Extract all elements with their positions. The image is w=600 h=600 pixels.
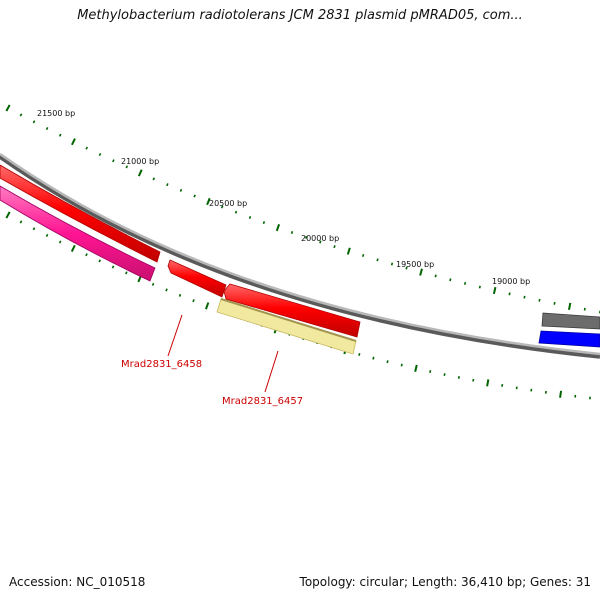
outer-ring-tick	[19, 113, 23, 117]
outer-ring-tick	[538, 298, 541, 302]
inner-ring-tick	[372, 356, 375, 360]
inner-ring-tick	[192, 299, 195, 303]
inner-ring-tick	[400, 363, 403, 367]
tick-label-20000: 20000 bp	[301, 234, 339, 243]
inner-ring-tick	[204, 302, 210, 310]
outer-ring-tick	[492, 286, 497, 295]
outer-ring-tick	[98, 152, 102, 157]
outer-ring-tick	[376, 258, 379, 262]
backbone-ring	[0, 152, 600, 356]
outer-ring-tick	[45, 127, 49, 131]
outer-ring-tick	[333, 245, 336, 249]
leader-line-6458	[167, 314, 183, 357]
outer-ring-tick	[206, 197, 211, 206]
backbone-ring-shadow	[0, 153, 600, 359]
tick-label-19500: 19500 bp	[396, 260, 434, 269]
outer-ring-tick	[567, 302, 572, 310]
outer-ring-tick	[71, 138, 76, 146]
outer-ring-tick	[319, 240, 322, 244]
gene-mrad2831-6458-b[interactable]	[223, 283, 361, 338]
gene-mrad2831-6457-edge	[220, 298, 357, 342]
inner-ring-tick	[111, 265, 115, 269]
map-title: Methylobacterium radiotolerans JCM 2831 …	[77, 8, 523, 23]
inner-ring-tick	[85, 253, 88, 257]
inner-ring-tick	[429, 370, 432, 373]
inner-ring-tick	[19, 220, 23, 224]
tick-label-21500: 21500 bp	[37, 109, 75, 118]
outer-ring-tick	[85, 146, 88, 150]
inner-ring-tick	[70, 244, 76, 253]
outer-ring-tick	[220, 205, 224, 209]
outer-ring-tick	[434, 274, 437, 278]
outer-ring-tick	[193, 194, 196, 198]
outer-ring-tick	[248, 215, 252, 219]
inner-ring-tick	[125, 271, 128, 275]
inner-ring-tick	[32, 227, 36, 231]
outer-ring-tick	[362, 254, 365, 257]
gene-mrad2831-6458-a[interactable]	[167, 259, 227, 298]
outer-ring-tick	[523, 295, 526, 299]
outer-ring-tick	[390, 262, 394, 266]
inner-ring-tick	[58, 240, 62, 244]
tick-label-21000: 21000 bp	[121, 157, 159, 166]
inner-ring-tick	[178, 293, 182, 297]
inner-ring-tick	[165, 288, 168, 292]
outer-ring-tick	[553, 301, 556, 305]
outer-ring-tick	[5, 104, 11, 112]
outer-ring-tick	[179, 188, 183, 192]
outer-ring-tick	[234, 210, 238, 214]
inner-ring-tick	[559, 390, 563, 398]
inner-ring-tick	[457, 376, 460, 379]
outer-ring-tick	[463, 281, 467, 285]
topology-summary: Topology: circular; Length: 36,410 bp; G…	[299, 575, 591, 589]
outer-ring-tick	[304, 235, 308, 239]
inner-ring-tick	[414, 364, 418, 373]
inner-ring-tick	[98, 259, 101, 263]
gene-label-mrad2831-6457[interactable]: Mrad2831_6457	[222, 396, 303, 407]
outer-ring-tick	[152, 177, 156, 181]
accession-text: Accession: NC_010518	[9, 575, 146, 589]
outer-ring-tick	[137, 169, 143, 177]
outer-ring-tick	[262, 221, 266, 225]
tick-label-19000: 19000 bp	[492, 277, 530, 286]
gene-forward-red[interactable]	[0, 164, 161, 263]
outer-ring-tick	[112, 159, 115, 163]
inner-ring-tick	[5, 211, 11, 219]
inner-ring-tick	[386, 360, 389, 364]
inner-ring-tick	[45, 233, 49, 237]
inner-ring-tick	[486, 379, 490, 387]
outer-ring-tick	[508, 292, 511, 296]
tick-label-20500: 20500 bp	[209, 199, 247, 208]
outer-ring-tick	[478, 285, 481, 289]
inner-ring-tick	[358, 353, 361, 356]
gene-right-blue[interactable]	[538, 330, 600, 348]
outer-ring-tick	[166, 183, 169, 187]
outer-tick-ring	[5, 104, 600, 314]
outer-ring-tick	[419, 268, 423, 276]
outer-ring-tick	[290, 231, 294, 234]
leader-line-6457	[264, 350, 279, 393]
gene-label-mrad2831-6458[interactable]: Mrad2831_6458	[121, 359, 202, 370]
inner-ring-tick	[443, 373, 446, 377]
gene-right-gray[interactable]	[541, 312, 600, 330]
outer-ring-tick	[32, 120, 36, 124]
inner-ring-tick	[151, 282, 155, 286]
outer-ring-tick	[346, 247, 351, 255]
outer-ring-tick	[275, 223, 281, 232]
outer-ring-tick	[449, 278, 452, 282]
gene-reverse-pink[interactable]	[0, 185, 156, 282]
outer-ring-tick	[125, 165, 129, 169]
outer-ring-tick	[58, 133, 62, 137]
outer-ring-tick	[405, 266, 408, 270]
